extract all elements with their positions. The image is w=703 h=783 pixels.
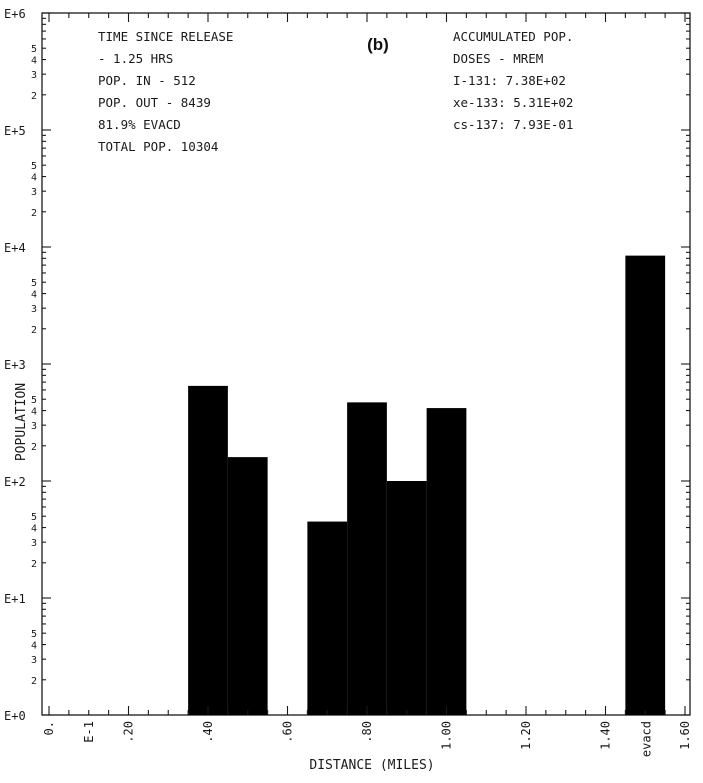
y-minor-tick-label: 3 <box>31 187 37 198</box>
annotation-left-line: POP. OUT - 8439 <box>98 95 211 110</box>
x-tick-label: 1.00 <box>440 721 454 750</box>
y-tick-label: E+6 <box>4 7 26 21</box>
y-minor-tick-label: 2 <box>31 442 37 453</box>
x-tick-label: E-1 <box>82 721 96 743</box>
annotation-left-line: - 1.25 HRS <box>98 51 173 66</box>
y-tick-label: E+4 <box>4 241 26 255</box>
annotation-right-line: I-131: 7.38E+02 <box>453 73 566 88</box>
y-minor-tick-label: 3 <box>31 421 37 432</box>
x-tick-label: .60 <box>281 721 295 743</box>
annotation-right-line: ACCUMULATED POP. <box>453 29 573 44</box>
evacuated-bar-label: evacd <box>639 721 653 757</box>
bars-group <box>188 255 666 715</box>
y-minor-tick-label: 2 <box>31 325 37 336</box>
x-axis-title: DISTANCE (MILES) <box>309 758 434 773</box>
y-minor-tick-label: 2 <box>31 208 37 219</box>
annotation-left-line: 81.9% EVACD <box>98 117 181 132</box>
annotation-right-block: ACCUMULATED POP. DOSES - MREM I-131: 7.38E… <box>453 29 573 132</box>
y-minor-tick-label: 2 <box>31 91 37 102</box>
y-tick-label: E+1 <box>4 592 26 606</box>
annotation-left-line: TIME SINCE RELEASE <box>98 29 233 44</box>
y-tick-label: E+5 <box>4 124 26 138</box>
bar-1 <box>188 385 228 715</box>
y-minor-tick-label: 4 <box>31 641 37 652</box>
y-minor-tick-label: 4 <box>31 290 37 301</box>
bar-5 <box>386 481 427 715</box>
bar-3 <box>307 521 348 715</box>
annotation-left-line: TOTAL POP. 10304 <box>98 139 218 154</box>
annotation-right-line: xe-133: 5.31E+02 <box>453 95 573 110</box>
y-minor-tick-label: 5 <box>31 512 37 523</box>
y-minor-tick-label: 4 <box>31 407 37 418</box>
y-minor-tick-label: 5 <box>31 161 37 172</box>
y-minor-tick-label: 4 <box>31 524 37 535</box>
annotation-left-block: TIME SINCE RELEASE - 1.25 HRS POP. IN - 51… <box>98 29 233 154</box>
panel-label: (b) <box>367 35 389 54</box>
y-minor-tick-label: 3 <box>31 655 37 666</box>
x-tick-label: 1.20 <box>519 721 533 750</box>
y-minor-tick-label: 3 <box>31 70 37 81</box>
y-minor-tick-label: 4 <box>31 173 37 184</box>
x-tick-label: .40 <box>201 721 215 743</box>
annotation-right-line: cs-137: 7.93E-01 <box>453 117 573 132</box>
y-tick-label: E+0 <box>4 709 26 723</box>
y-minor-tick-label: 5 <box>31 44 37 55</box>
y-minor-tick-label: 2 <box>31 559 37 570</box>
annotation-right-line: DOSES - MREM <box>453 51 543 66</box>
y-minor-tick-label: 3 <box>31 304 37 315</box>
x-tick-label: .80 <box>360 721 374 743</box>
bar-6 <box>426 408 467 715</box>
axis-ticks <box>42 12 690 716</box>
y-minor-tick-label: 5 <box>31 278 37 289</box>
y-minor-tick-label: 2 <box>31 676 37 687</box>
y-minor-tick-label: 4 <box>31 56 37 67</box>
annotation-left-line: POP. IN - 512 <box>98 73 196 88</box>
x-tick-label: 1.40 <box>599 721 613 750</box>
x-tick-label: 1.60 <box>678 721 692 750</box>
y-axis-title: POPULATION <box>14 383 29 461</box>
bar-4 <box>347 402 387 715</box>
axis-tick-labels: E+02345E+12345E+22345E+32345E+42345E+523… <box>4 7 692 757</box>
bar-2 <box>227 457 268 715</box>
y-minor-tick-label: 3 <box>31 538 37 549</box>
x-tick-label: 0. <box>42 721 56 735</box>
x-tick-label: .20 <box>122 721 136 743</box>
y-tick-label: E+2 <box>4 475 26 489</box>
y-minor-tick-label: 5 <box>31 629 37 640</box>
y-tick-label: E+3 <box>4 358 26 372</box>
bar-evacuated <box>625 255 666 715</box>
y-minor-tick-label: 5 <box>31 395 37 406</box>
